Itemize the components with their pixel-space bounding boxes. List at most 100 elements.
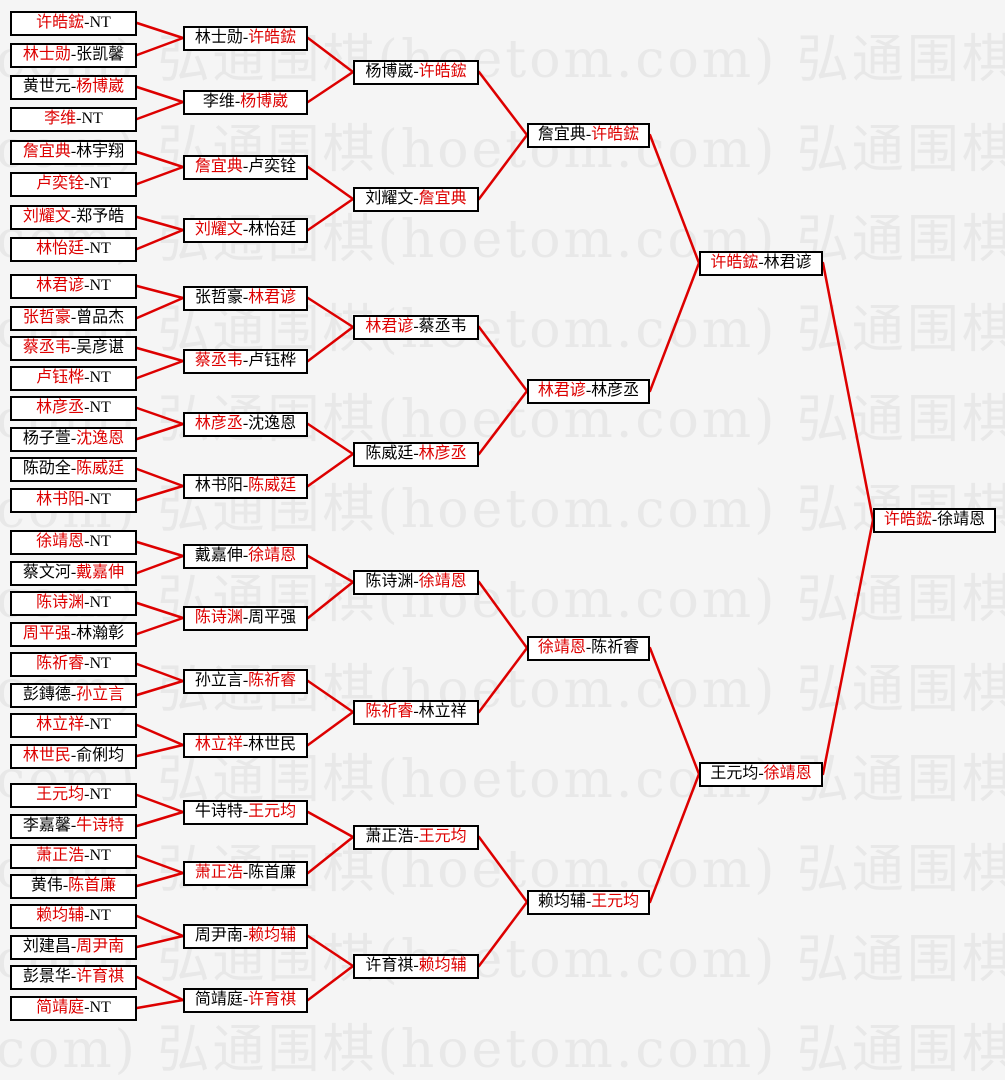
player2-name: NT	[89, 240, 111, 257]
player2-name: 徐靖恩	[937, 511, 986, 528]
connector-line	[306, 165, 355, 201]
match-boxes-layer: 许皓鋐 - NT 林士勋 - 张凯馨 黄世元 - 杨博崴 李维 - NT 詹宜典 - 林宇翔 卢奕铨 - NT 刘耀…	[10, 10, 996, 1021]
player1-name: 林君谚	[36, 277, 85, 294]
connector-line	[648, 646, 701, 776]
player2-name: NT	[81, 110, 103, 127]
player1-name: 彭鏄德	[22, 686, 71, 703]
separator: -	[242, 547, 249, 564]
player2-name: 陈首廉	[68, 877, 117, 894]
separator: -	[84, 14, 90, 31]
player2-name: 周尹南	[76, 938, 125, 955]
match-box-r1-24: 林世民 - 俞俐均	[10, 743, 137, 769]
player1-name: 王元均	[36, 786, 85, 803]
player1-name: 徐靖恩	[36, 533, 85, 550]
connector-line	[135, 743, 185, 758]
player1-name: 林立祥	[36, 716, 85, 733]
player1-name: 杨博崴	[365, 63, 414, 80]
separator: -	[62, 877, 69, 894]
player2-name: 林立祥	[418, 703, 467, 720]
match-box-r1-31: 彭景华 - 许育祺	[10, 964, 137, 990]
match-box-r1-7: 刘耀文 - 郑予皓	[10, 204, 137, 230]
match-box-r1-16: 林书阳 - NT	[10, 487, 137, 513]
match-box-r2-4: 刘耀文 - 林怡廷	[183, 217, 308, 243]
connector-line	[135, 998, 185, 1010]
connector-line	[306, 710, 355, 747]
match-box-r1-22: 彭鏄德 - 孙立言	[10, 682, 137, 708]
player1-name: 詹宜典	[537, 126, 586, 143]
match-box-r1-13: 林彦丞 - NT	[10, 395, 137, 421]
match-box-r1-28: 黄伟 - 陈首廉	[10, 873, 137, 899]
connector-line	[135, 854, 185, 875]
player2-name: NT	[89, 14, 111, 31]
connector-line	[135, 601, 185, 620]
separator: -	[242, 477, 249, 494]
player1-name: 黄世元	[22, 78, 71, 95]
match-box-r1-3: 黄世元 - 杨博崴	[10, 74, 137, 100]
connector-line	[135, 85, 185, 104]
player1-name: 李维	[202, 93, 235, 110]
player1-name: 陈祈睿	[36, 655, 85, 672]
connector-line	[648, 772, 701, 904]
player2-name: 戴嘉伸	[76, 564, 125, 581]
player1-name: 周平强	[22, 625, 71, 642]
player1-name: 陈诗渊	[36, 594, 85, 611]
player2-name: 林宇翔	[76, 143, 125, 160]
player2-name: 蔡丞韦	[418, 318, 467, 335]
player2-name: 林君谚	[763, 254, 812, 271]
player1-name: 刘建昌	[22, 938, 71, 955]
player2-name: 王元均	[591, 893, 640, 910]
separator: -	[931, 511, 938, 528]
connector-line	[477, 133, 529, 201]
player2-name: 杨博崴	[240, 93, 289, 110]
player2-name: 牛诗特	[76, 817, 125, 834]
player1-name: 林彦丞	[36, 399, 85, 416]
player1-name: 许育祺	[365, 957, 414, 974]
player1-name: 许皓鋐	[36, 14, 85, 31]
player1-name: 杨子萱	[22, 430, 71, 447]
match-box-r1-9: 林君谚 - NT	[10, 273, 137, 299]
separator: -	[70, 208, 77, 225]
player1-name: 林士勋	[194, 29, 243, 46]
match-box-r3-3: 林君谚 - 蔡丞韦	[353, 314, 479, 340]
separator: -	[242, 289, 249, 306]
match-box-r3-1: 杨博崴 - 许皓鋐	[353, 59, 479, 85]
player2-name: 林彦丞	[591, 382, 640, 399]
separator: -	[413, 957, 419, 974]
match-box-r3-6: 陈祈睿 - 林立祥	[353, 699, 479, 725]
player2-name: NT	[89, 369, 111, 386]
match-box-r2-11: 孙立言 - 陈祈睿	[183, 668, 308, 694]
separator: -	[70, 430, 77, 447]
separator: -	[70, 747, 77, 764]
match-box-r1-29: 赖均辅 - NT	[10, 903, 137, 929]
separator: -	[413, 318, 419, 335]
player1-name: 萧正浩	[194, 864, 243, 881]
match-box-r1-8: 林怡廷 - NT	[10, 236, 137, 262]
player2-name: 许育祺	[76, 968, 125, 985]
player2-name: 张凯馨	[76, 46, 125, 63]
separator: -	[242, 736, 249, 753]
connector-line	[135, 100, 185, 121]
separator: -	[234, 93, 241, 110]
player2-name: NT	[89, 907, 111, 924]
player1-name: 徐靖恩	[537, 639, 586, 656]
separator: -	[585, 382, 592, 399]
match-box-r2-16: 简靖庭 - 许育祺	[183, 987, 308, 1013]
connector-line	[135, 21, 185, 40]
tournament-bracket: 弘通围棋(hoetom.com) 弘通围棋(hoetom.com) 弘通围棋(h…	[0, 10, 1005, 1076]
player2-name: NT	[89, 399, 111, 416]
separator: -	[242, 927, 249, 944]
connector-line	[306, 422, 355, 456]
separator: -	[242, 803, 249, 820]
connector-line	[477, 325, 529, 393]
player1-name: 刘耀文	[365, 190, 414, 207]
player2-name: 沈逸恩	[248, 415, 297, 432]
player1-name: 萧正浩	[36, 847, 85, 864]
separator: -	[84, 240, 90, 257]
connector-line	[135, 422, 185, 441]
player2-name: 陈祈睿	[591, 639, 640, 656]
separator: -	[84, 175, 90, 192]
player1-name: 林书阳	[194, 477, 243, 494]
player2-name: NT	[89, 491, 111, 508]
player2-name: 吴彦谌	[76, 339, 125, 356]
player1-name: 简靖庭	[36, 999, 85, 1016]
